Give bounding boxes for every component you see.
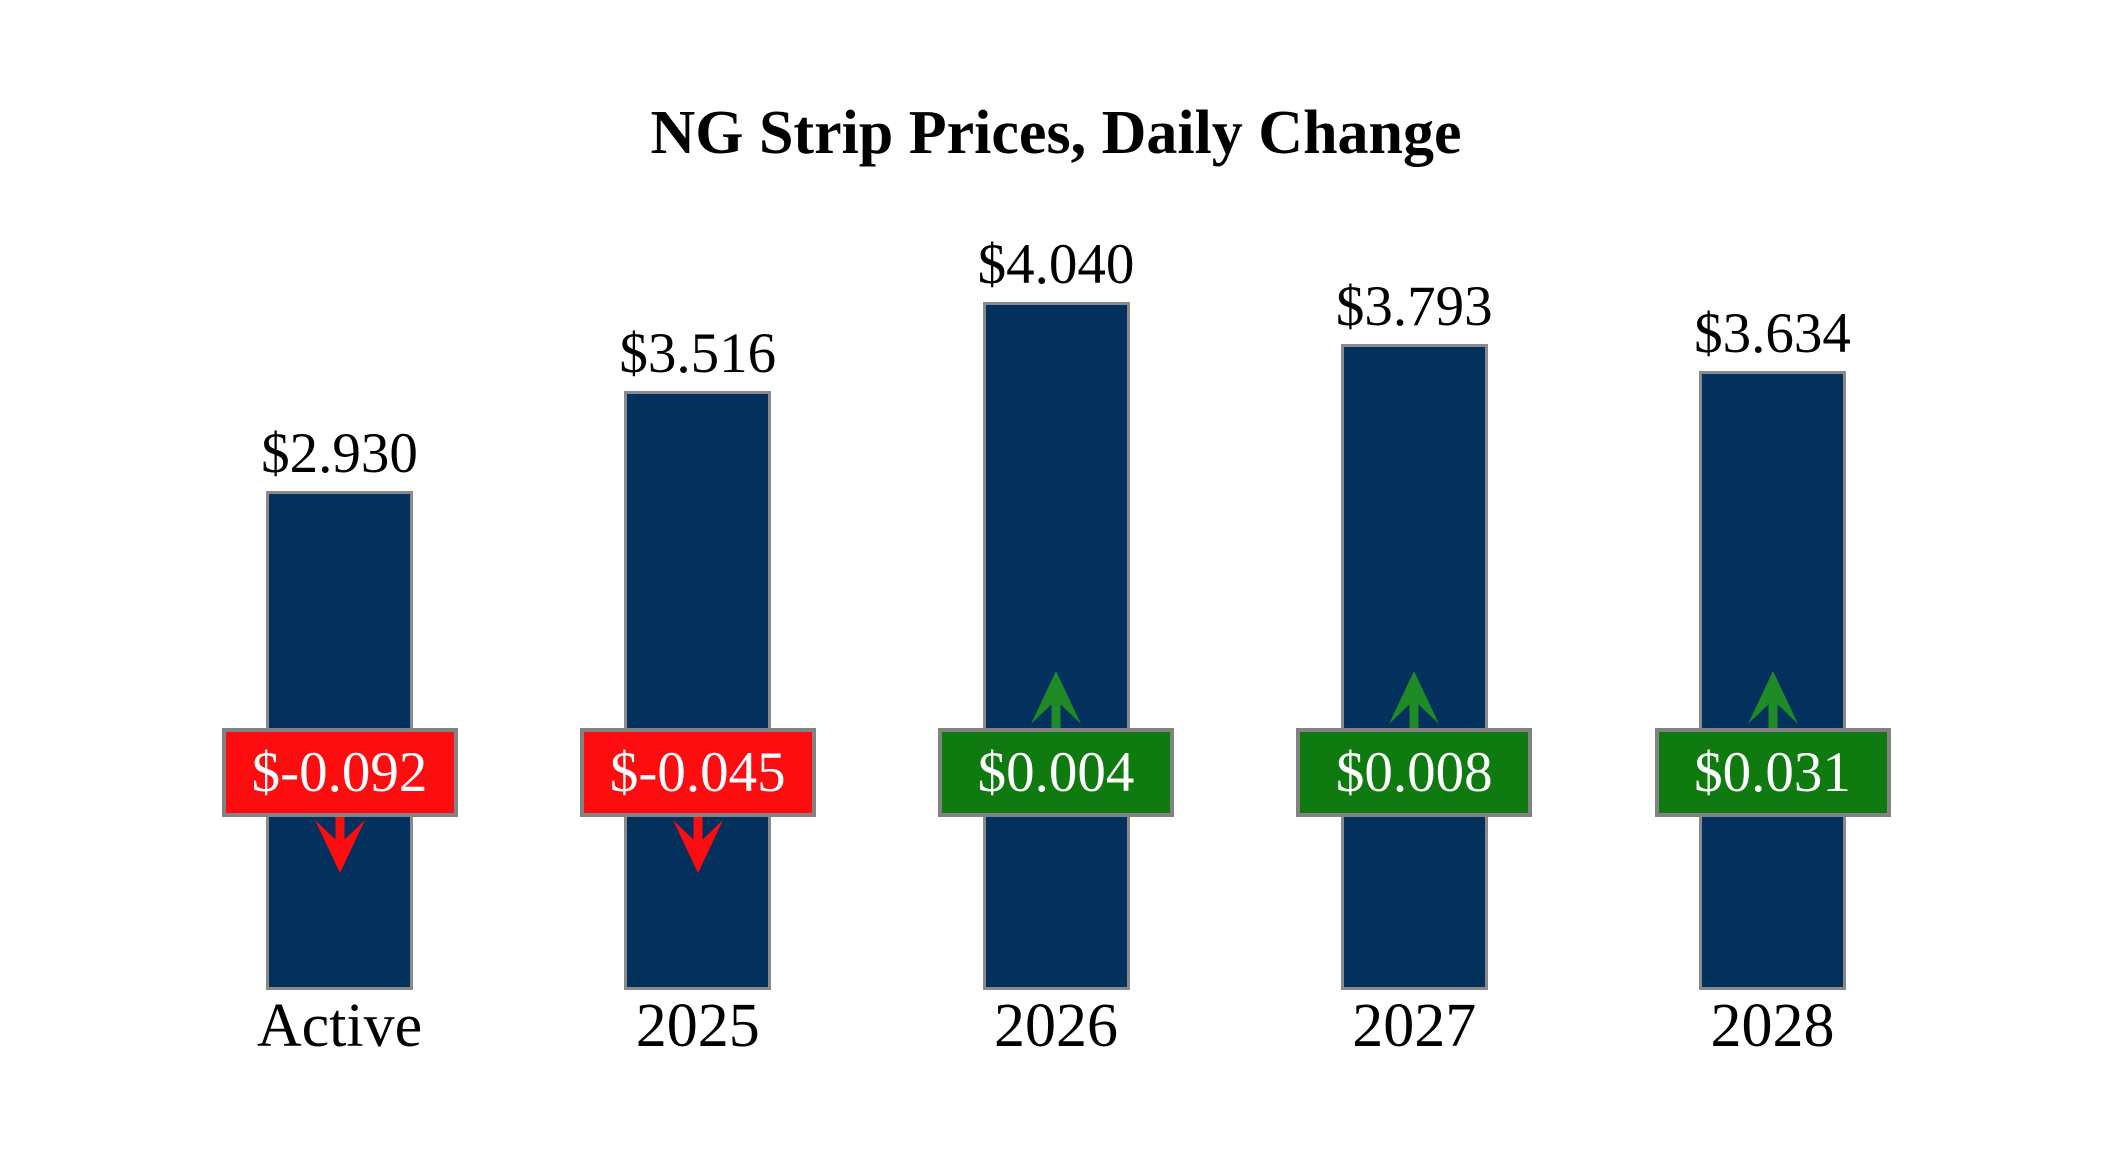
- price-bar: [982, 302, 1130, 990]
- up-arrow-icon: [1031, 671, 1081, 728]
- up-arrow-icon: [1389, 671, 1440, 728]
- price-label: $3.793: [1335, 275, 1493, 338]
- chart-title: NG Strip Prices, Daily Change: [650, 99, 1462, 167]
- price-label: $4.040: [977, 233, 1135, 296]
- category-label: Active: [256, 992, 423, 1060]
- change-badge: $0.031: [1654, 728, 1891, 817]
- price-label: $2.930: [261, 422, 418, 485]
- category-label: 2028: [1710, 992, 1835, 1060]
- down-arrow-icon: [314, 816, 365, 873]
- price-bar: [1340, 344, 1488, 990]
- change-badge: $-0.045: [579, 728, 816, 817]
- category-label: 2025: [635, 992, 760, 1060]
- change-badge: $0.004: [938, 728, 1174, 817]
- change-badge: $0.008: [1296, 728, 1533, 817]
- price-label: $3.516: [619, 322, 777, 385]
- change-badge: $-0.092: [221, 728, 458, 817]
- category-label: 2026: [994, 992, 1118, 1060]
- down-arrow-icon: [672, 816, 723, 873]
- price-bar: [624, 391, 772, 990]
- up-arrow-icon: [1747, 671, 1798, 728]
- price-label: $3.634: [1694, 302, 1851, 365]
- category-label: 2027: [1352, 992, 1477, 1060]
